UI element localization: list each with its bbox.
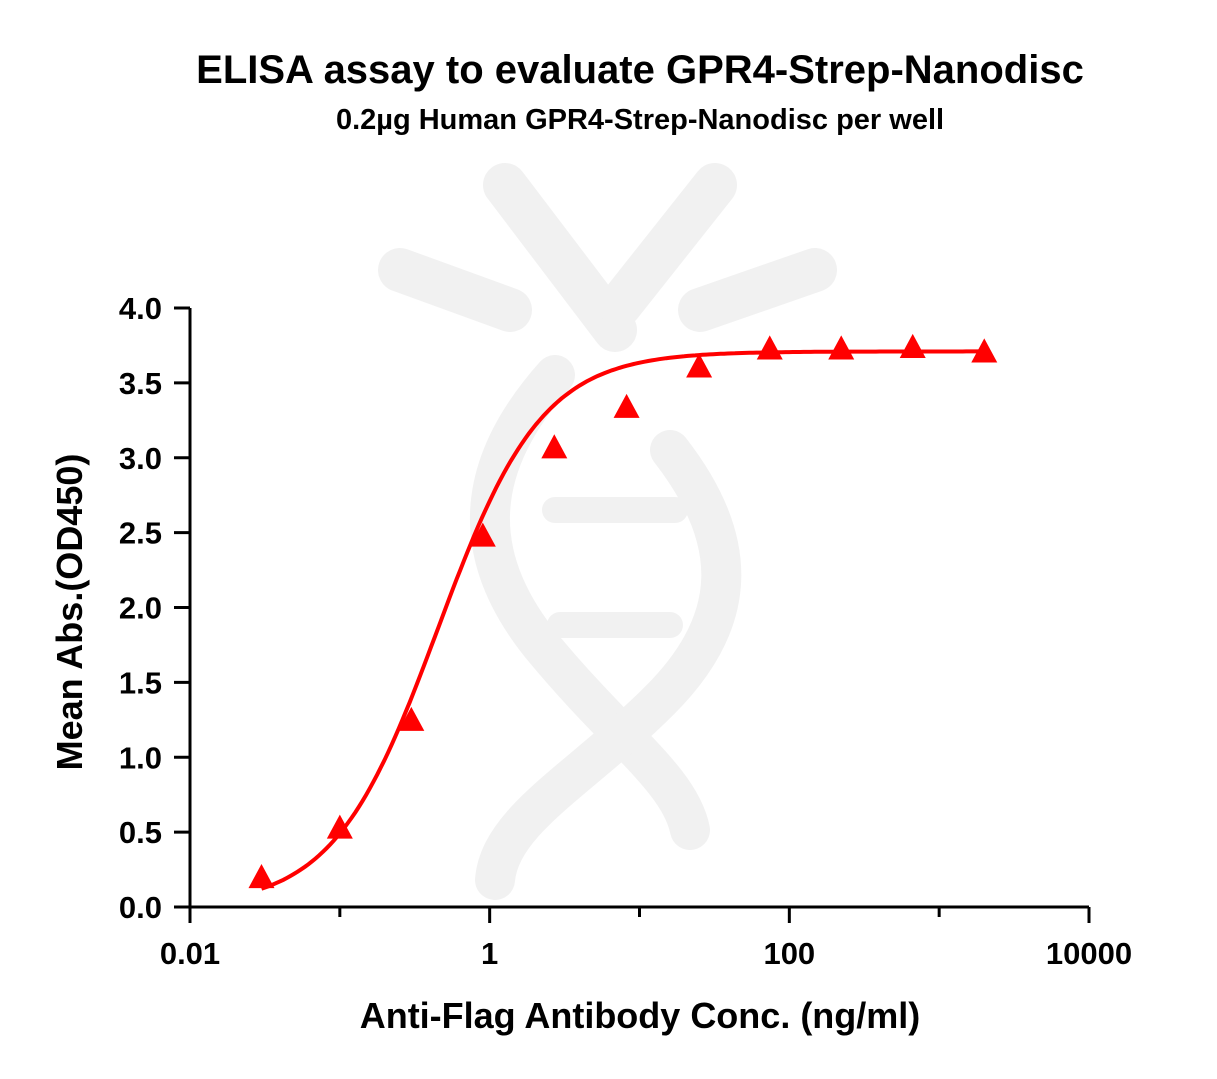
x-tick-label: 100 — [763, 936, 815, 971]
y-tick-label: 2.5 — [119, 516, 162, 551]
data-point — [248, 864, 275, 889]
data-point — [469, 522, 496, 547]
data-point — [326, 814, 353, 839]
y-axis-label: Mean Abs.(OD450) — [49, 454, 90, 771]
x-axis-label: Anti-Flag Antibody Conc. (ng/ml) — [360, 995, 921, 1036]
data-point — [541, 434, 568, 459]
data-point — [398, 706, 425, 731]
data-point — [971, 338, 998, 363]
axis-lines — [188, 308, 1089, 909]
y-tick-label: 2.0 — [119, 591, 162, 626]
chart-title: ELISA assay to evaluate GPR4-Strep-Nanod… — [196, 48, 1084, 92]
data-point — [828, 335, 855, 360]
y-tick-label: 4.0 — [119, 291, 162, 326]
chart-subtitle: 0.2µg Human GPR4-Strep-Nanodisc per well — [336, 104, 944, 136]
axes: 0.0 0.5 1.0 1.5 2.0 2.5 3.0 3.5 4.0 0.01 1 100 10000 — [119, 291, 1132, 971]
data-point — [756, 335, 783, 360]
x-tick-label: 10000 — [1046, 936, 1132, 971]
y-tick-label: 1.0 — [119, 740, 162, 775]
x-tick-label: 0.01 — [160, 936, 220, 971]
y-tick-label: 0.0 — [119, 890, 162, 925]
data-point — [686, 353, 713, 378]
data-points-layer — [248, 333, 998, 889]
y-tick-label: 3.5 — [119, 366, 162, 401]
watermark-logo — [378, 163, 837, 900]
data-point — [899, 333, 926, 358]
y-tick-label: 3.0 — [119, 441, 162, 476]
fit-curve — [260, 349, 985, 891]
data-point — [613, 393, 640, 418]
fit-curve-layer — [260, 349, 985, 891]
x-tick-label: 1 — [481, 936, 498, 971]
y-tick-label: 0.5 — [119, 815, 162, 850]
y-tick-label: 1.5 — [119, 665, 162, 700]
